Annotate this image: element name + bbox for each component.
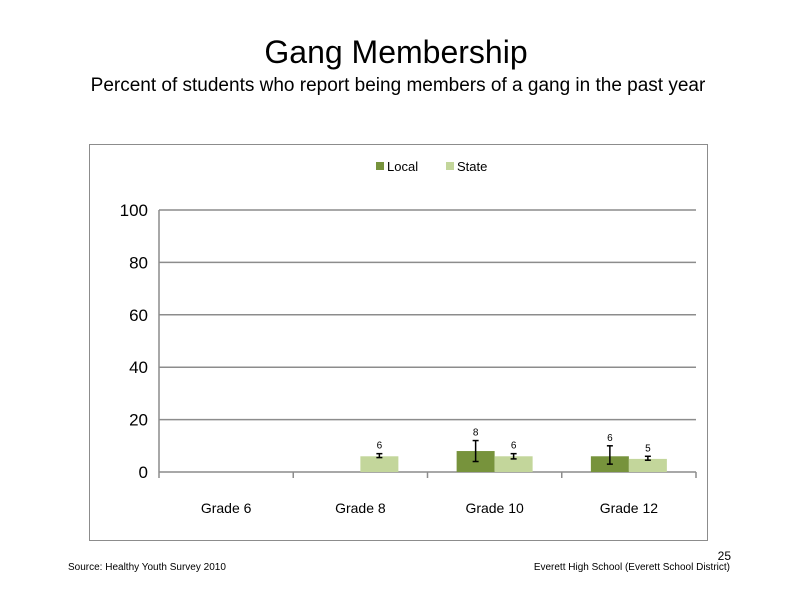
data-label: 5 (645, 443, 651, 454)
x-category-label: Grade 6 (201, 500, 252, 516)
bar-state (628, 458, 667, 472)
data-label: 6 (377, 441, 383, 452)
chart-area (89, 144, 708, 541)
slide-title: Gang Membership (264, 34, 528, 70)
legend-swatch-local (376, 162, 384, 170)
data-label: 6 (607, 433, 613, 444)
data-label: 8 (473, 428, 479, 439)
y-tick-label: 100 (120, 201, 148, 220)
school-name: Everett High School (Everett School Dist… (533, 562, 730, 573)
legend-swatch-state (446, 162, 454, 170)
y-tick-label: 40 (129, 358, 148, 377)
bar-state (360, 456, 399, 472)
x-category-label: Grade 8 (335, 500, 386, 516)
bar-state (494, 456, 533, 472)
legend-label-local: Local (387, 159, 418, 174)
legend-label-state: State (457, 159, 487, 174)
y-tick-label: 20 (129, 411, 148, 430)
x-category-label: Grade 10 (465, 500, 524, 516)
y-tick-label: 0 (139, 463, 148, 482)
slide-subtitle: Percent of students who report being mem… (90, 75, 706, 96)
source-note: Source: Healthy Youth Survey 2010 (68, 562, 226, 573)
y-tick-label: 60 (129, 306, 148, 325)
slide-number: 25 (717, 549, 731, 563)
data-label: 6 (511, 441, 517, 452)
x-category-label: Grade 12 (600, 500, 659, 516)
y-tick-label: 80 (129, 253, 148, 272)
